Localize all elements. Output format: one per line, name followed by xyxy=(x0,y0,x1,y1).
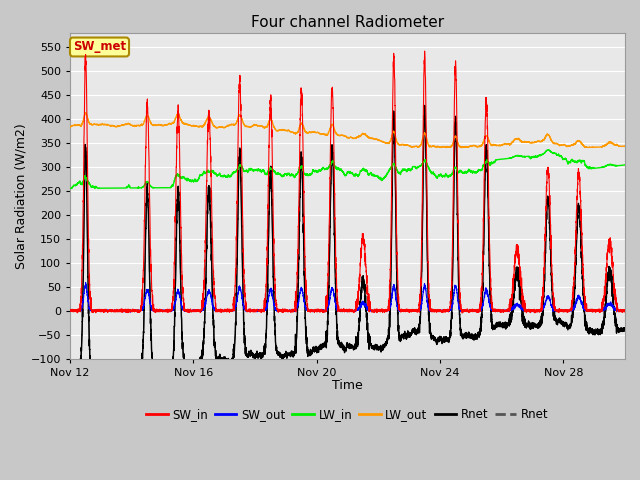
Y-axis label: Solar Radiation (W/m2): Solar Radiation (W/m2) xyxy=(15,123,28,268)
X-axis label: Time: Time xyxy=(332,379,363,392)
Text: SW_met: SW_met xyxy=(73,40,126,53)
Title: Four channel Radiometer: Four channel Radiometer xyxy=(251,15,444,30)
Legend: SW_in, SW_out, LW_in, LW_out, Rnet, Rnet: SW_in, SW_out, LW_in, LW_out, Rnet, Rnet xyxy=(141,404,554,426)
